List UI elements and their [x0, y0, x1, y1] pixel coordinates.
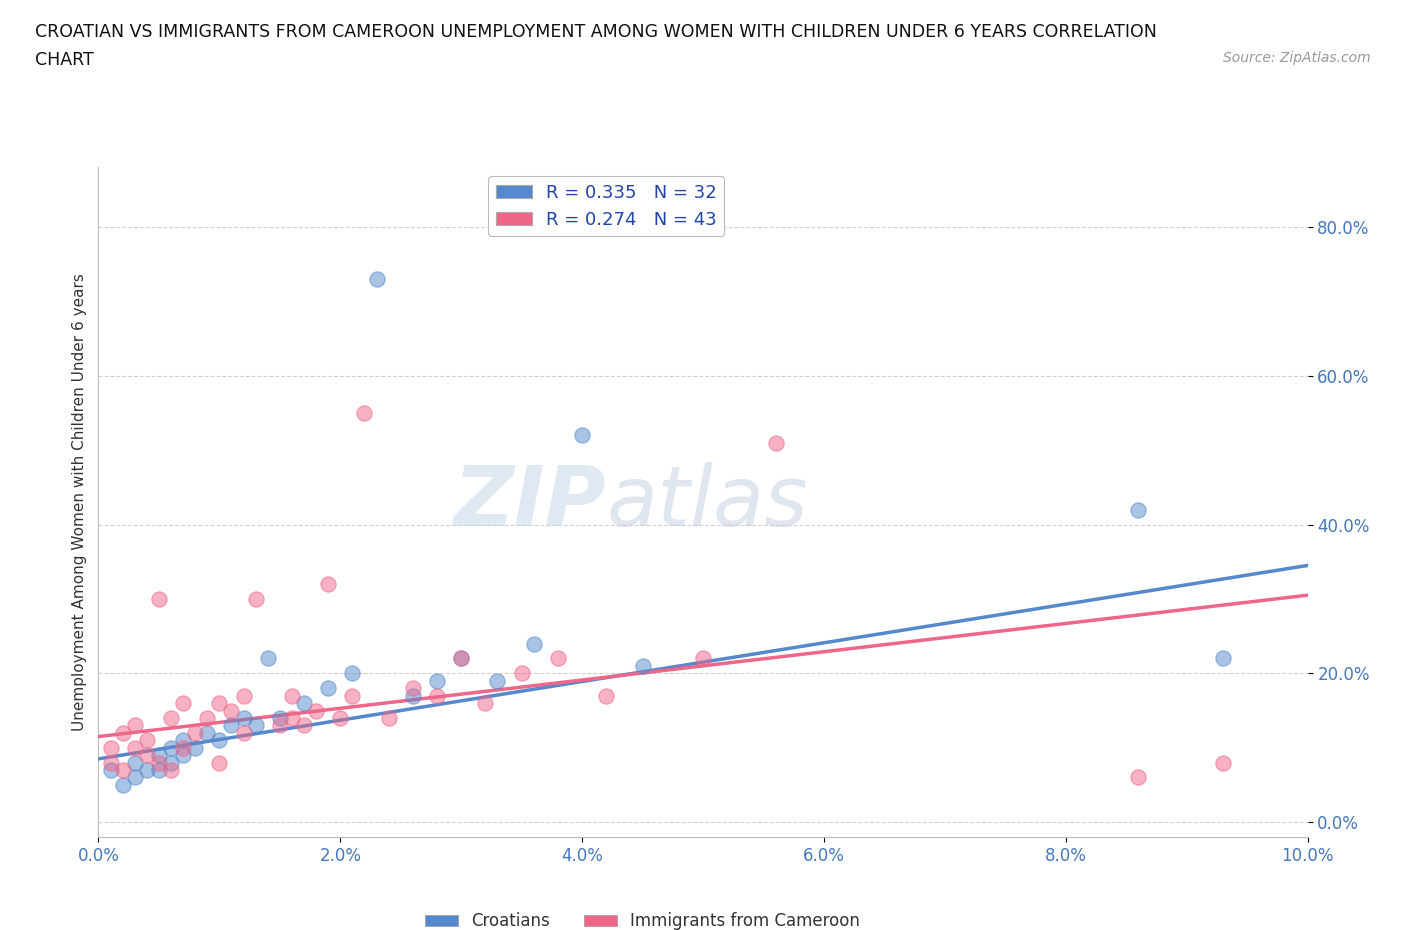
- Point: [148, 591, 170, 606]
- Point: [281, 688, 304, 703]
- Point: [692, 651, 714, 666]
- Point: [402, 688, 425, 703]
- Point: [148, 748, 170, 763]
- Point: [195, 711, 218, 725]
- Point: [172, 696, 194, 711]
- Text: Source: ZipAtlas.com: Source: ZipAtlas.com: [1223, 51, 1371, 65]
- Point: [160, 755, 183, 770]
- Point: [111, 725, 134, 740]
- Point: [124, 755, 146, 770]
- Point: [342, 688, 364, 703]
- Point: [426, 673, 449, 688]
- Point: [160, 740, 183, 755]
- Point: [135, 733, 157, 748]
- Point: [172, 748, 194, 763]
- Point: [208, 696, 231, 711]
- Point: [269, 718, 291, 733]
- Point: [474, 696, 496, 711]
- Point: [292, 696, 315, 711]
- Point: [100, 755, 122, 770]
- Point: [124, 718, 146, 733]
- Point: [402, 681, 425, 696]
- Point: [305, 703, 328, 718]
- Point: [523, 636, 546, 651]
- Point: [366, 272, 388, 286]
- Point: [281, 711, 304, 725]
- Point: [172, 740, 194, 755]
- Point: [450, 651, 472, 666]
- Text: CROATIAN VS IMMIGRANTS FROM CAMEROON UNEMPLOYMENT AMONG WOMEN WITH CHILDREN UNDE: CROATIAN VS IMMIGRANTS FROM CAMEROON UNE…: [35, 23, 1157, 41]
- Point: [124, 770, 146, 785]
- Y-axis label: Unemployment Among Women with Children Under 6 years: Unemployment Among Women with Children U…: [72, 273, 87, 731]
- Text: CHART: CHART: [35, 51, 94, 69]
- Point: [595, 688, 617, 703]
- Point: [195, 725, 218, 740]
- Point: [124, 740, 146, 755]
- Point: [232, 725, 254, 740]
- Point: [100, 763, 122, 777]
- Point: [172, 733, 194, 748]
- Point: [100, 740, 122, 755]
- Point: [208, 733, 231, 748]
- Point: [292, 718, 315, 733]
- Point: [1212, 755, 1234, 770]
- Point: [111, 763, 134, 777]
- Point: [256, 651, 278, 666]
- Point: [111, 777, 134, 792]
- Point: [450, 651, 472, 666]
- Point: [232, 688, 254, 703]
- Point: [245, 591, 267, 606]
- Point: [148, 763, 170, 777]
- Point: [377, 711, 399, 725]
- Point: [316, 577, 339, 591]
- Point: [208, 755, 231, 770]
- Point: [232, 711, 254, 725]
- Point: [184, 725, 207, 740]
- Point: [245, 718, 267, 733]
- Point: [547, 651, 569, 666]
- Point: [765, 435, 787, 450]
- Point: [184, 740, 207, 755]
- Point: [135, 763, 157, 777]
- Point: [1128, 770, 1150, 785]
- Point: [221, 703, 243, 718]
- Point: [160, 763, 183, 777]
- Point: [316, 681, 339, 696]
- Point: [631, 658, 654, 673]
- Text: ZIP: ZIP: [454, 461, 606, 543]
- Point: [221, 718, 243, 733]
- Point: [510, 666, 533, 681]
- Point: [353, 405, 375, 420]
- Point: [571, 428, 593, 443]
- Point: [148, 755, 170, 770]
- Point: [135, 748, 157, 763]
- Text: atlas: atlas: [606, 461, 808, 543]
- Point: [426, 688, 449, 703]
- Point: [160, 711, 183, 725]
- Point: [269, 711, 291, 725]
- Point: [1212, 651, 1234, 666]
- Point: [329, 711, 352, 725]
- Point: [1128, 502, 1150, 517]
- Legend: Croatians, Immigrants from Cameroon: Croatians, Immigrants from Cameroon: [418, 906, 868, 930]
- Point: [486, 673, 509, 688]
- Point: [342, 666, 364, 681]
